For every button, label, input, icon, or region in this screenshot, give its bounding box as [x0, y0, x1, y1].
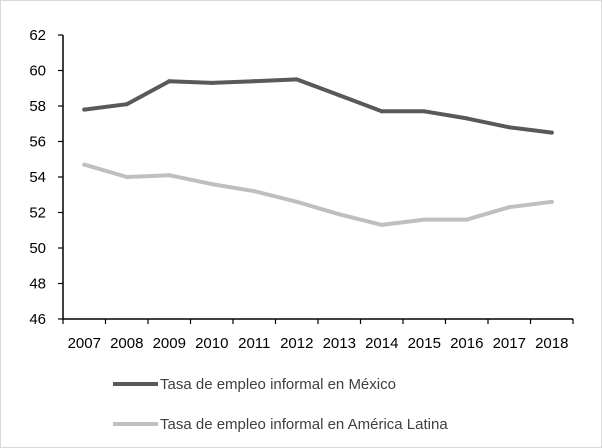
x-tick-label: 2018: [535, 335, 568, 352]
data-point: [464, 116, 469, 121]
data-point: [294, 199, 299, 204]
data-point: [82, 162, 87, 167]
y-tick-label: 54: [29, 169, 46, 186]
data-point: [167, 173, 172, 178]
series-line-2: [82, 162, 554, 227]
series-lines: [82, 77, 554, 227]
data-point: [209, 80, 214, 85]
data-point: [422, 217, 427, 222]
data-point: [252, 79, 257, 84]
series-line-1: [82, 77, 554, 135]
data-point: [252, 189, 257, 194]
y-tick-label: 62: [29, 27, 46, 44]
y-tick-label: 46: [29, 311, 46, 328]
legend-label-1: Tasa de empleo informal en México: [160, 376, 396, 393]
data-point: [167, 79, 172, 84]
x-tick-label: 2015: [408, 335, 441, 352]
data-point: [124, 102, 129, 107]
data-point: [379, 222, 384, 227]
data-point: [337, 93, 342, 98]
x-tick-label: 2017: [493, 335, 526, 352]
data-point: [464, 217, 469, 222]
y-tick-label: 50: [29, 240, 46, 257]
data-point: [549, 130, 554, 135]
data-point: [549, 199, 554, 204]
x-tick-label: 2007: [68, 335, 101, 352]
data-point: [124, 175, 129, 179]
data-point: [82, 107, 87, 112]
data-point: [209, 182, 214, 187]
legend-label-2: Tasa de empleo informal en América Latin…: [160, 416, 448, 433]
legend: Tasa de empleo informal en México Tasa de…: [113, 376, 448, 433]
data-point: [507, 205, 512, 210]
x-tick-label: 2013: [323, 335, 356, 352]
y-tick-label: 58: [29, 98, 46, 115]
x-tick-label: 2016: [450, 335, 483, 352]
data-point: [507, 125, 512, 130]
y-tick-label: 56: [29, 134, 46, 151]
x-tick-label: 2010: [195, 335, 228, 352]
x-tick-label: 2009: [153, 335, 186, 352]
x-tick-label: 2014: [365, 335, 398, 352]
data-point: [294, 77, 299, 82]
data-point: [422, 109, 427, 114]
data-point: [379, 109, 384, 114]
x-tick-label: 2008: [110, 335, 143, 352]
x-tick-label: 2011: [238, 335, 270, 352]
y-tick-label: 52: [29, 205, 46, 222]
y-tick-label: 48: [29, 276, 46, 293]
y-axis-ticks: 46 48 50 52 54 56 58 60 62: [29, 27, 63, 328]
data-point: [337, 212, 342, 217]
y-tick-label: 60: [29, 63, 46, 80]
x-tick-label: 2012: [280, 335, 313, 352]
x-axis-ticks: 2007 2008 2009 2010 2011 2012 2013 2014 2015 2016…: [62, 319, 574, 352]
